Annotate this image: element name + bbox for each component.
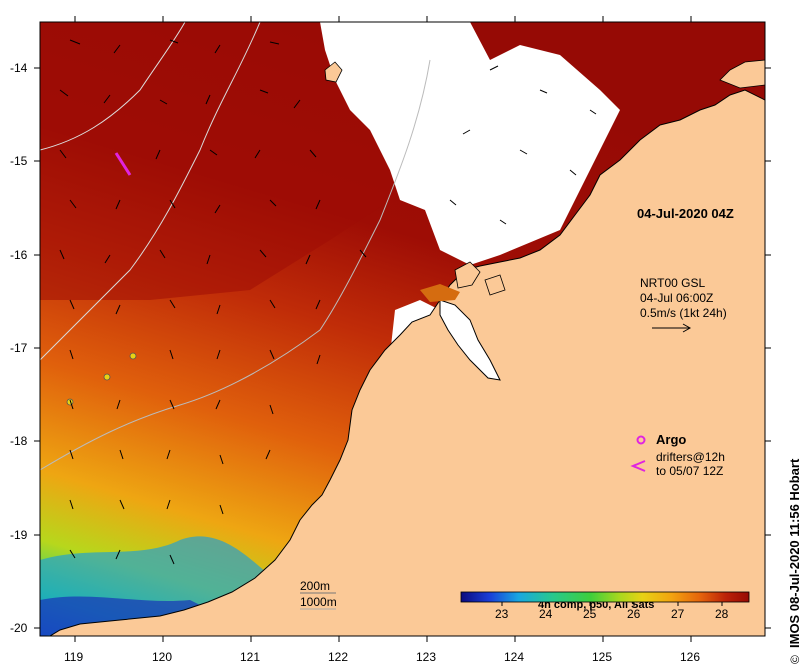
argo-legend: Argo: [636, 432, 686, 447]
lon-label-119: 119: [64, 650, 83, 664]
coastal-warm-patch: [420, 284, 460, 302]
land-australia: [49, 89, 765, 636]
current-scale-label: 0.5m/s (1kt 24h): [640, 306, 727, 320]
lat-label-neg20: -20: [10, 621, 28, 635]
colorbar-tick-27: 27: [671, 607, 685, 621]
offshore-island-1: [324, 61, 343, 83]
contour-deep: [40, 22, 186, 151]
lat-label-neg18: -18: [10, 434, 28, 448]
map-plot-area: [40, 22, 765, 636]
contour-1000m: [40, 22, 261, 361]
timestamp-label: 04-Jul-2020 04Z: [637, 206, 734, 221]
current-product-label: NRT00 GSL: [640, 276, 705, 290]
lat-label-neg15: -15: [10, 154, 28, 168]
contour-200m: [40, 59, 431, 471]
lat-label-neg14: -14: [10, 61, 28, 75]
depth-legend: 200m 1000m: [300, 579, 337, 610]
colorbar-tick-28: 28: [715, 607, 729, 621]
buccaneer-archipelago: [454, 261, 506, 296]
argo-float-2: [103, 373, 111, 381]
argo-marker-icon: [636, 435, 646, 445]
lon-label-123: 123: [416, 650, 436, 664]
lat-ticks: [34, 67, 771, 629]
king-sound-bay: [439, 299, 501, 381]
scale-arrow-icon: [652, 323, 692, 333]
lon-label-124: 124: [504, 650, 524, 664]
lon-label-125: 125: [592, 650, 612, 664]
drifter-track: [114, 152, 132, 176]
copyright-icon: ©: [788, 655, 802, 664]
lat-label-neg16: -16: [10, 248, 28, 262]
credit-label: IMOS 08-Jul-2020 11:56 Hobart: [787, 458, 802, 648]
current-legend: NRT00 GSL 04-Jul 06:00Z 0.5m/s (1kt 24h): [640, 276, 727, 333]
map-frame: [39, 21, 766, 637]
colorbar-tick-23: 23: [495, 607, 509, 621]
colorbar-tick-26: 26: [627, 607, 641, 621]
current-vectors: [59, 39, 597, 565]
drifter-marker-icon: [630, 460, 646, 472]
colorbar-tick-25: 25: [583, 607, 597, 621]
lon-label-120: 120: [152, 650, 172, 664]
depth-1000m-label: 1000m: [300, 595, 337, 609]
colorbar: 4h comp, p50, All Sats 23 24 25 26 27 28: [460, 591, 750, 621]
lat-label-neg17: -17: [10, 341, 28, 355]
current-time-label: 04-Jul 06:00Z: [640, 291, 713, 305]
warm-water-region: [40, 22, 420, 300]
argo-label: Argo: [656, 432, 686, 447]
longitude-axis: 119 120 121 122 123 124 125 126: [64, 16, 700, 664]
latitude-axis: -14 -15 -16 -17 -18 -19 -20: [10, 61, 771, 635]
lon-label-122: 122: [328, 650, 348, 664]
imos-credit: © IMOS 08-Jul-2020 11:56 Hobart: [787, 458, 802, 664]
cloud-mask: [320, 22, 620, 265]
drifters-line1: drifters@12h: [656, 450, 725, 464]
colorbar-tick-24: 24: [539, 607, 553, 621]
drifters-line2: to 05/07 12Z: [656, 464, 723, 478]
drifters-legend: drifters@12h to 05/07 12Z: [630, 450, 725, 478]
lat-label-neg19: -19: [10, 528, 28, 542]
lon-label-126: 126: [680, 650, 700, 664]
argo-float-1: [129, 352, 137, 360]
colorbar-gradient: [460, 591, 750, 603]
colorbar-ticks: [501, 602, 723, 606]
depth-200m-label: 200m: [300, 579, 330, 593]
argo-float-3: [66, 398, 74, 406]
lon-label-121: 121: [240, 650, 260, 664]
northeast-coastline: [719, 59, 765, 89]
lon-ticks: [74, 16, 692, 642]
